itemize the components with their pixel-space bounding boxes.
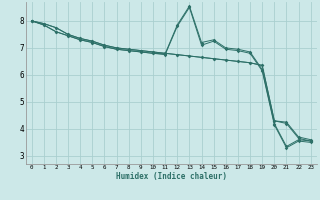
X-axis label: Humidex (Indice chaleur): Humidex (Indice chaleur) xyxy=(116,172,227,181)
